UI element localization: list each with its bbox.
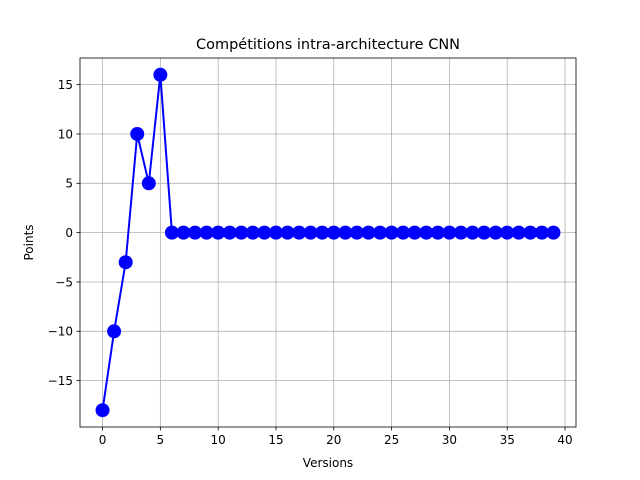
y-tick-label: −10 (48, 325, 73, 339)
data-point (280, 225, 295, 240)
data-point (176, 225, 191, 240)
data-point (373, 225, 388, 240)
x-axis-label: Versions (303, 456, 353, 470)
data-point (130, 126, 145, 141)
data-point (303, 225, 318, 240)
y-tick-label: −5 (55, 275, 73, 289)
data-point (245, 225, 260, 240)
grid (80, 58, 576, 427)
data-point (465, 225, 480, 240)
data-point (107, 324, 122, 339)
x-tick-label: 10 (211, 433, 226, 447)
x-tick-label: 0 (99, 433, 107, 447)
data-point (141, 176, 156, 191)
y-axis-label: Points (22, 224, 36, 260)
data-point (500, 225, 515, 240)
data-point (234, 225, 249, 240)
x-tick-label: 20 (326, 433, 341, 447)
data-point (477, 225, 492, 240)
data-point (349, 225, 364, 240)
x-tick-label: 5 (157, 433, 165, 447)
data-point (164, 225, 179, 240)
data-point (153, 67, 168, 82)
data-point (546, 225, 561, 240)
data-point (257, 225, 272, 240)
x-tick-label: 40 (557, 433, 572, 447)
ticks: 0 5 10 15 20 25 30 35 40 −15 −10 −5 0 5 10 15 (48, 78, 573, 447)
series-line (101, 73, 554, 411)
data-point (407, 225, 422, 240)
data-point (534, 225, 549, 240)
data-point (338, 225, 353, 240)
y-tick-label: 0 (65, 226, 73, 240)
data-point (396, 225, 411, 240)
data-point (523, 225, 538, 240)
x-tick-label: 30 (442, 433, 457, 447)
data-point (326, 225, 341, 240)
data-point (430, 225, 445, 240)
data-point (361, 225, 376, 240)
data-point (442, 225, 457, 240)
y-tick-label: −15 (48, 374, 73, 388)
data-point (199, 225, 214, 240)
x-tick-label: 35 (500, 433, 515, 447)
data-point (511, 225, 526, 240)
data-point (384, 225, 399, 240)
x-tick-label: 15 (268, 433, 283, 447)
data-point (118, 255, 133, 270)
x-tick-label: 25 (384, 433, 399, 447)
plot-frame (79, 57, 577, 428)
data-point (95, 403, 110, 418)
chart-title: Compétitions intra-architecture CNN (196, 37, 460, 53)
y-tick-label: 15 (58, 78, 73, 92)
data-point (292, 225, 307, 240)
data-point (211, 225, 226, 240)
data-point (419, 225, 434, 240)
data-point (222, 225, 237, 240)
y-tick-label: 10 (58, 127, 73, 141)
data-point (188, 225, 203, 240)
y-tick-label: 5 (65, 177, 73, 191)
data-point (488, 225, 503, 240)
series-layer (95, 67, 561, 418)
data-point (315, 225, 330, 240)
data-point (453, 225, 468, 240)
data-point (268, 225, 283, 240)
